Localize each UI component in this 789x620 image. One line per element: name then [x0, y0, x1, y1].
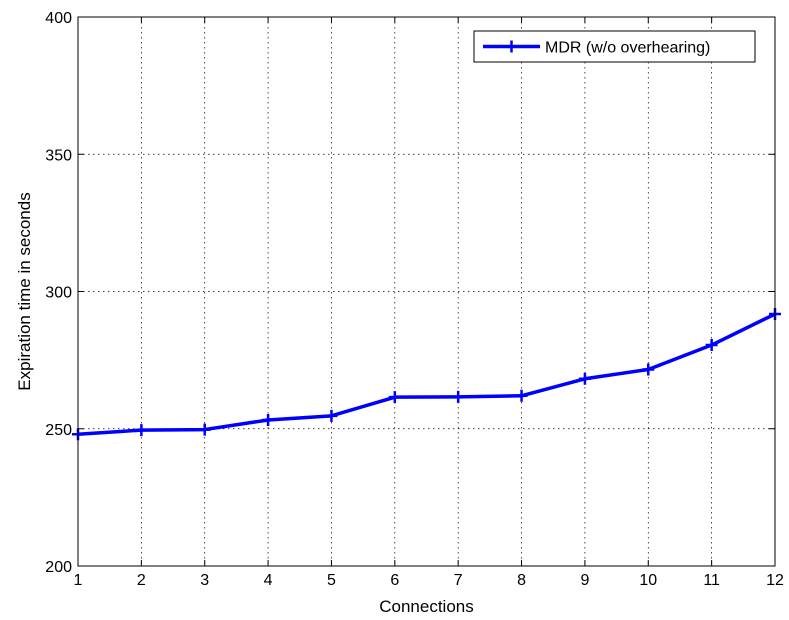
y-tick-label: 300	[45, 285, 72, 302]
data-point-marker	[388, 391, 401, 404]
y-axis-title: Expiration time in seconds	[15, 192, 34, 390]
x-tick-label: 4	[264, 572, 273, 589]
x-tick-label: 2	[137, 572, 146, 589]
y-tick-label: 200	[45, 559, 72, 576]
y-tick-label: 350	[45, 147, 72, 164]
x-tick-label: 10	[639, 572, 657, 589]
data-point-marker	[578, 372, 591, 385]
legend: MDR (w/o overhearing)	[473, 30, 756, 63]
x-tick-label: 1	[74, 572, 83, 589]
legend-plus-marker-icon	[505, 40, 518, 53]
x-tick-label: 5	[327, 572, 336, 589]
series-line	[77, 312, 776, 436]
x-tick-label: 9	[580, 572, 589, 589]
data-point-marker	[325, 409, 338, 422]
y-tick-label: 250	[45, 422, 72, 439]
y-tick-label: 400	[45, 10, 72, 27]
x-tick-label: 6	[390, 572, 399, 589]
x-axis-title: Connections	[379, 597, 474, 616]
x-tick-label: 12	[766, 572, 784, 589]
x-tick-label: 8	[517, 572, 526, 589]
legend-label: MDR (w/o overhearing)	[545, 40, 710, 57]
x-tick-label: 11	[703, 572, 720, 589]
data-point-marker	[262, 413, 275, 426]
data-point-marker	[198, 423, 211, 436]
data-point-marker	[515, 389, 528, 402]
data-point-marker	[642, 363, 655, 376]
x-tick-label: 7	[454, 572, 463, 589]
data-point-marker	[135, 424, 148, 437]
x-tick-label: 3	[200, 572, 209, 589]
data-point-marker	[452, 390, 465, 403]
data-point-marker	[705, 339, 718, 352]
